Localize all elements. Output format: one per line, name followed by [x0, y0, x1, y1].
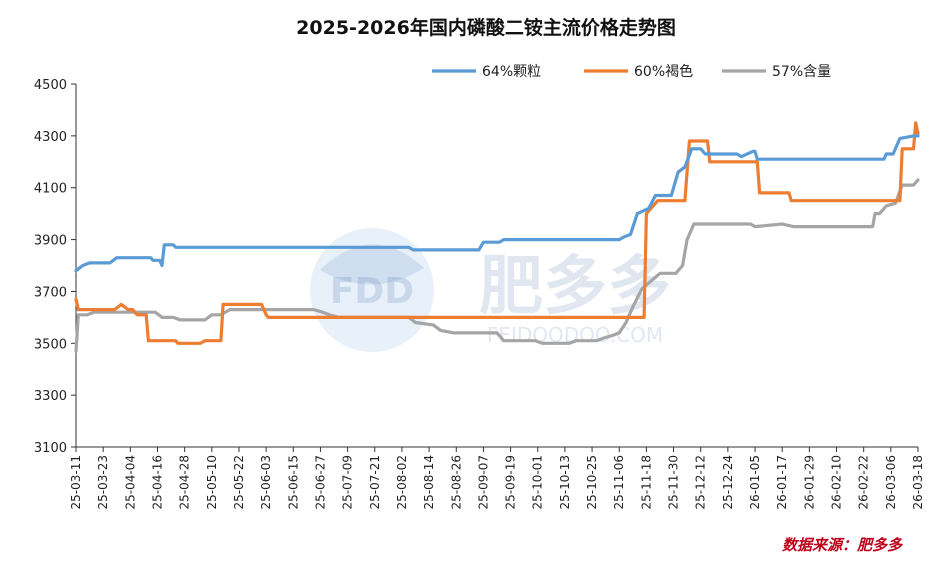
series-line-1: [74, 134, 920, 273]
x-tick-label: 26-01-17: [775, 455, 789, 509]
x-tick-label: 25-11-18: [639, 455, 653, 509]
x-tick-label: 25-06-03: [259, 455, 273, 509]
x-tick-label: 25-10-13: [558, 455, 572, 509]
x-axis: 25-03-11 25-03-23 25-04-04 25-04-16 25-04-28…: [69, 446, 925, 509]
x-tick-label: 25-05-22: [232, 455, 246, 509]
watermark-brand: FDD: [330, 271, 414, 312]
x-tick-label: 25-03-11: [69, 455, 83, 509]
x-tick-label: 25-11-30: [667, 455, 681, 509]
x-tick-label: 25-07-09: [341, 455, 355, 509]
legend-label-2: 60%褐色: [634, 63, 693, 80]
x-tick-label: 25-12-24: [721, 455, 735, 509]
series-line-2: [74, 121, 920, 345]
x-tick-label: 25-08-02: [395, 455, 409, 509]
y-tick-label: 3100: [34, 441, 67, 456]
watermark-name: 肥多多: [479, 250, 671, 324]
x-tick-label: 25-08-26: [449, 455, 463, 509]
y-tick-label: 4500: [34, 78, 67, 93]
x-tick-label: 26-01-29: [802, 455, 816, 509]
chart-title: 2025-2026年国内磷酸二铵主流价格走势图: [296, 16, 676, 39]
y-tick-label: 3900: [34, 234, 67, 249]
series-line-3: [74, 178, 920, 353]
y-tick-label: 3500: [34, 337, 67, 352]
x-tick-label: 25-04-04: [123, 455, 137, 509]
y-tick-label: 3300: [34, 389, 67, 404]
legend-label-3: 57%含量: [772, 64, 831, 80]
x-tick-label: 25-07-21: [368, 455, 382, 509]
x-tick-label: 25-09-07: [476, 455, 490, 509]
x-tick-label: 25-10-25: [585, 455, 599, 509]
watermark-leaf-icon: [320, 244, 424, 285]
legend: 64%颗粒 60%褐色 57%含量: [432, 63, 831, 80]
x-tick-label: 26-02-10: [830, 455, 844, 509]
watermark: FDD 肥多多 FEIDOODOO.COM: [310, 228, 671, 352]
watermark-logo-icon: [310, 228, 434, 352]
x-tick-label: 26-03-18: [911, 455, 925, 509]
x-tick-label: 25-03-23: [96, 455, 110, 509]
legend-label-1: 64%颗粒: [482, 64, 541, 80]
x-tick-label: 25-06-15: [286, 455, 300, 509]
x-tick-label: 25-06-27: [313, 455, 327, 509]
x-tick-label: 26-01-05: [748, 455, 762, 509]
x-tick-label: 25-11-06: [612, 455, 626, 509]
x-tick-label: 25-08-14: [422, 455, 436, 509]
watermark-url: FEIDOODOO.COM: [487, 323, 663, 347]
x-tick-label: 25-04-16: [150, 455, 164, 509]
x-tick-label: 25-10-01: [531, 455, 545, 509]
x-tick-label: 25-05-10: [205, 455, 219, 509]
y-tick-label: 4300: [34, 130, 67, 145]
source-label: 数据来源：肥多多: [782, 536, 903, 554]
x-tick-label: 25-09-19: [504, 455, 518, 509]
x-tick-label: 26-02-22: [857, 455, 871, 509]
series-layer: [74, 121, 920, 353]
x-tick-label: 26-03-06: [884, 455, 898, 509]
x-tick-label: 25-12-12: [694, 455, 708, 509]
y-tick-label: 4100: [34, 182, 67, 197]
y-axis: 3100 3300 3500 3700 3900 4100 4300 4500: [34, 78, 77, 456]
x-tick-label: 25-04-28: [178, 455, 192, 509]
y-tick-label: 3700: [34, 285, 67, 300]
